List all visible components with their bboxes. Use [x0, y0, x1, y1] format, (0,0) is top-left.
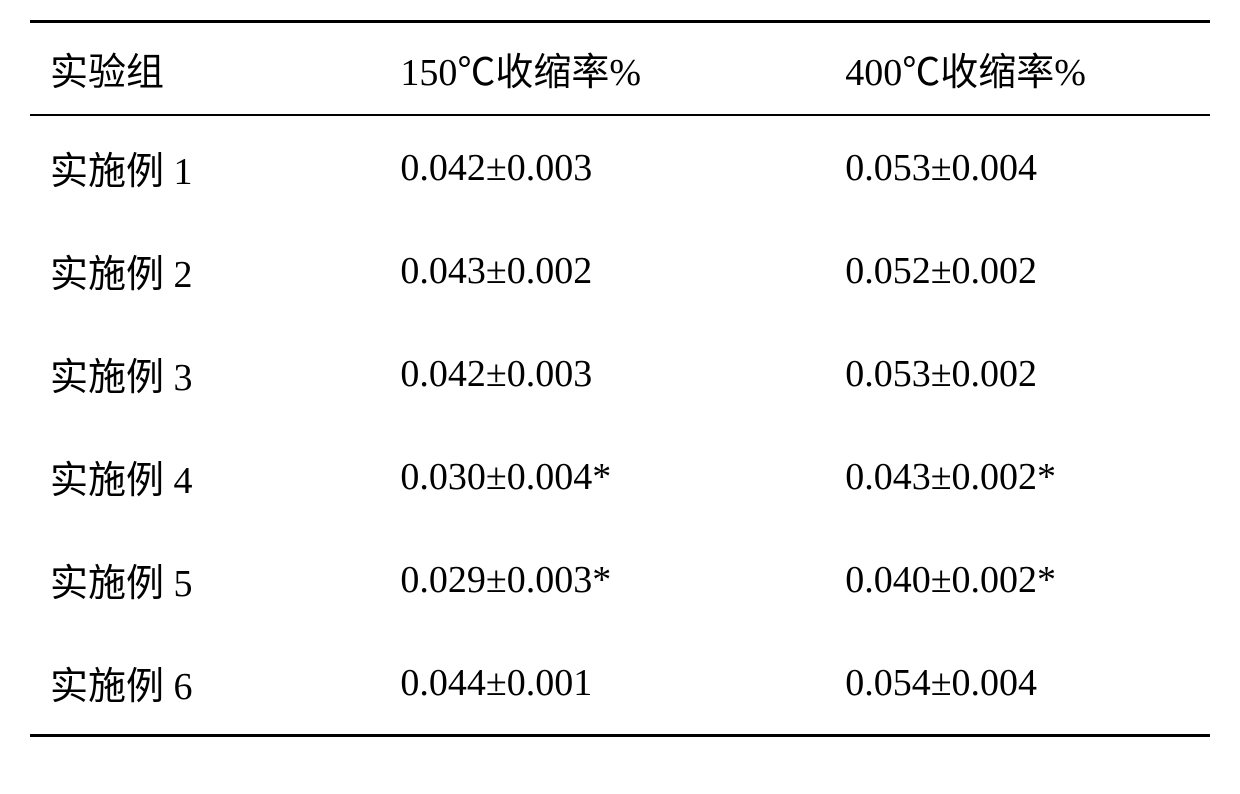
- header-row: 实验组 150℃收缩率% 400℃收缩率%: [30, 22, 1210, 116]
- cell-value-400c: 0.054±0.004: [785, 631, 1210, 736]
- row-label: 实施例 2: [30, 219, 360, 322]
- cell-value-400c: 0.043±0.002*: [785, 425, 1210, 528]
- column-header-400c: 400℃收缩率%: [785, 22, 1210, 116]
- table-row: 实施例 2 0.043±0.002 0.052±0.002: [30, 219, 1210, 322]
- row-label: 实施例 1: [30, 115, 360, 219]
- table-body: 实施例 1 0.042±0.003 0.053±0.004 实施例 2 0.04…: [30, 115, 1210, 736]
- row-label: 实施例 5: [30, 528, 360, 631]
- table-header: 实验组 150℃收缩率% 400℃收缩率%: [30, 22, 1210, 116]
- data-table-container: 实验组 150℃收缩率% 400℃收缩率% 实施例 1 0.042±0.003 …: [30, 20, 1210, 737]
- table-row: 实施例 4 0.030±0.004* 0.043±0.002*: [30, 425, 1210, 528]
- cell-value-150c: 0.042±0.003: [360, 115, 785, 219]
- cell-value-150c: 0.042±0.003: [360, 322, 785, 425]
- cell-value-150c: 0.044±0.001: [360, 631, 785, 736]
- cell-value-150c: 0.029±0.003*: [360, 528, 785, 631]
- table-row: 实施例 6 0.044±0.001 0.054±0.004: [30, 631, 1210, 736]
- column-header-group: 实验组: [30, 22, 360, 116]
- table-row: 实施例 5 0.029±0.003* 0.040±0.002*: [30, 528, 1210, 631]
- table-row: 实施例 3 0.042±0.003 0.053±0.002: [30, 322, 1210, 425]
- cell-value-400c: 0.052±0.002: [785, 219, 1210, 322]
- column-header-150c: 150℃收缩率%: [360, 22, 785, 116]
- cell-value-400c: 0.053±0.004: [785, 115, 1210, 219]
- cell-value-150c: 0.030±0.004*: [360, 425, 785, 528]
- row-label: 实施例 3: [30, 322, 360, 425]
- cell-value-400c: 0.040±0.002*: [785, 528, 1210, 631]
- row-label: 实施例 6: [30, 631, 360, 736]
- row-label: 实施例 4: [30, 425, 360, 528]
- table-row: 实施例 1 0.042±0.003 0.053±0.004: [30, 115, 1210, 219]
- cell-value-150c: 0.043±0.002: [360, 219, 785, 322]
- shrinkage-data-table: 实验组 150℃收缩率% 400℃收缩率% 实施例 1 0.042±0.003 …: [30, 20, 1210, 737]
- cell-value-400c: 0.053±0.002: [785, 322, 1210, 425]
